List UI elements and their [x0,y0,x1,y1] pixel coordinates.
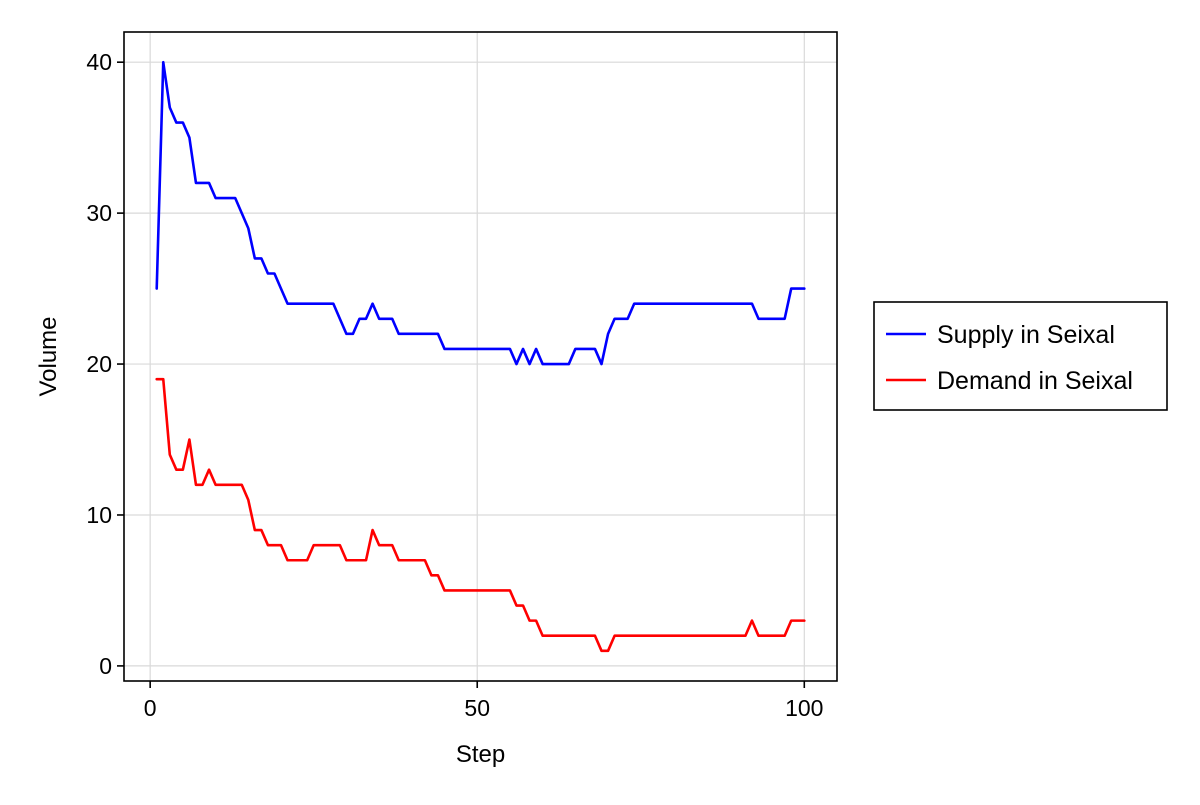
y-tick-label: 10 [86,502,112,528]
series-line-supply [155,60,806,366]
x-tick-label: 50 [464,695,490,721]
y-tick-label: 40 [86,49,112,75]
x-axis-label: Step [456,741,505,768]
y-tick-label: 0 [99,653,112,679]
legend-box [873,301,1168,411]
plot-frame [123,31,838,682]
legend: Supply in Seixal Demand in Seixal [873,301,1168,411]
y-tick-label: 20 [86,351,112,377]
legend-label-demand: Demand in Seixal [937,367,1133,395]
x-tick-label: 0 [144,695,157,721]
y-tick-label: 30 [86,200,112,226]
axis-ticks: 0 50 100 0 10 20 30 40 [86,49,823,721]
y-axis-label: Volume [35,316,62,396]
x-tick-label: 100 [785,695,823,721]
legend-label-supply: Supply in Seixal [937,321,1115,349]
series-line-demand [155,377,806,653]
grid-lines [124,32,837,681]
series-lines [155,60,806,653]
